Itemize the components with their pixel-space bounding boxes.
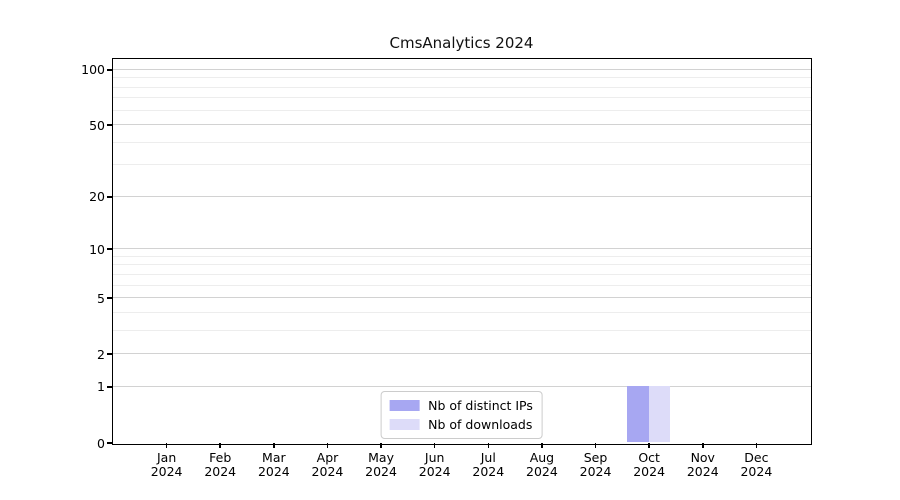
x-axis-tick-label: Jun 2024 (400, 451, 470, 479)
bar-nb-of-downloads (648, 386, 671, 443)
x-tick-month: Apr (316, 450, 339, 465)
x-tick-year: 2024 (311, 464, 344, 479)
y-axis-tick-mark (107, 386, 113, 388)
gridline-major (112, 124, 811, 126)
x-tick-month: Jan (156, 450, 177, 465)
legend-item: Nb of distinct IPs (389, 398, 533, 413)
x-axis-tick-mark (433, 443, 436, 448)
x-axis-tick-mark (594, 443, 597, 448)
x-axis-tick-label: Jul 2024 (453, 451, 523, 479)
x-tick-year: 2024 (418, 464, 451, 479)
x-tick-year: 2024 (686, 464, 719, 479)
gridline-minor (112, 86, 811, 88)
x-tick-month: Aug (529, 450, 555, 465)
x-tick-month: Oct (638, 450, 660, 465)
plot-area: Nb of distinct IPs Nb of downloads (111, 57, 812, 445)
x-tick-month: Dec (744, 450, 769, 465)
x-tick-month: Sep (583, 450, 608, 465)
x-axis-tick-mark (273, 443, 275, 448)
x-axis-tick-mark (380, 443, 382, 448)
x-axis-tick-mark (702, 443, 704, 448)
gridline-minor (112, 311, 811, 313)
x-axis-tick-mark (326, 443, 329, 448)
legend-label: Nb of distinct IPs (428, 398, 533, 413)
legend: Nb of distinct IPs Nb of downloads (380, 391, 543, 439)
gridline-minor (112, 273, 811, 275)
y-axis-tick-label: 2 (97, 346, 105, 362)
x-axis-tick-mark (487, 443, 490, 448)
x-axis-tick-label: Feb 2024 (185, 451, 255, 479)
x-tick-year: 2024 (365, 464, 397, 479)
y-axis-tick-mark (107, 124, 113, 126)
gridline-major (112, 297, 811, 299)
legend-item: Nb of downloads (389, 417, 533, 432)
y-axis-tick-label: 5 (97, 290, 105, 306)
y-axis-tick-label: 20 (89, 189, 105, 205)
chart-title: CmsAnalytics 2024 (389, 34, 534, 52)
x-tick-month: Nov (690, 450, 715, 465)
x-tick-month: Feb (209, 450, 232, 465)
x-tick-month: Jun (424, 450, 445, 465)
gridline-minor (112, 255, 811, 257)
gridline-major (112, 195, 811, 197)
gridline-major (112, 385, 811, 387)
gridline-minor (112, 97, 811, 99)
y-axis-tick-mark (107, 248, 113, 250)
y-axis-tick-mark (107, 69, 113, 71)
x-axis-tick-label: Sep 2024 (561, 451, 631, 479)
gridline-minor (112, 329, 811, 331)
y-axis-tick-label: 100 (81, 62, 105, 78)
y-axis-tick-mark (107, 353, 113, 355)
y-axis-tick-label: 0 (97, 435, 105, 451)
gridline-minor (112, 109, 811, 111)
x-tick-month: Jul (480, 450, 496, 465)
x-axis-tick-mark (648, 443, 650, 448)
x-axis-tick-mark (755, 443, 758, 448)
x-axis-tick-mark (219, 443, 221, 448)
x-axis-tick-label: Apr 2024 (292, 451, 362, 479)
gridline-major (112, 353, 811, 355)
x-tick-year: 2024 (526, 464, 558, 479)
gridline-minor (112, 284, 811, 286)
y-axis-tick-mark (107, 442, 113, 444)
legend-label: Nb of downloads (428, 417, 533, 432)
x-tick-year: 2024 (633, 464, 666, 479)
x-tick-month: Mar (262, 450, 286, 465)
x-axis-tick-mark (165, 443, 168, 448)
x-axis-tick-label: Mar 2024 (239, 451, 309, 479)
x-axis-tick-label: Nov 2024 (668, 451, 738, 479)
x-tick-year: 2024 (472, 464, 505, 479)
x-tick-year: 2024 (257, 464, 290, 479)
legend-swatch (389, 419, 420, 430)
x-axis-tick-label: Oct 2024 (614, 451, 684, 479)
x-tick-year: 2024 (204, 464, 237, 479)
y-axis-tick-label: 50 (89, 117, 105, 133)
legend-swatch (389, 400, 420, 411)
bar-nb-of-distinct-ips (627, 386, 649, 443)
gridline-major (112, 68, 811, 70)
y-axis-tick-mark (107, 297, 113, 299)
x-axis-tick-label: Jan 2024 (132, 451, 202, 479)
y-axis-tick-mark (107, 196, 113, 198)
x-axis-tick-label: May 2024 (346, 451, 416, 479)
gridline-minor (112, 264, 811, 266)
gridline-minor (112, 164, 811, 166)
x-tick-year: 2024 (150, 464, 183, 479)
gridline-minor (112, 141, 811, 143)
gridline-major (112, 248, 811, 250)
y-axis-tick-label: 10 (89, 241, 105, 257)
x-tick-year: 2024 (740, 464, 773, 479)
y-axis-tick-label: 1 (97, 379, 105, 395)
x-axis-tick-label: Dec 2024 (721, 451, 791, 479)
x-tick-year: 2024 (579, 464, 612, 479)
x-tick-month: May (368, 450, 394, 465)
gridline-minor (112, 77, 811, 79)
x-axis-tick-label: Aug 2024 (507, 451, 577, 479)
x-axis-tick-mark (541, 443, 543, 448)
